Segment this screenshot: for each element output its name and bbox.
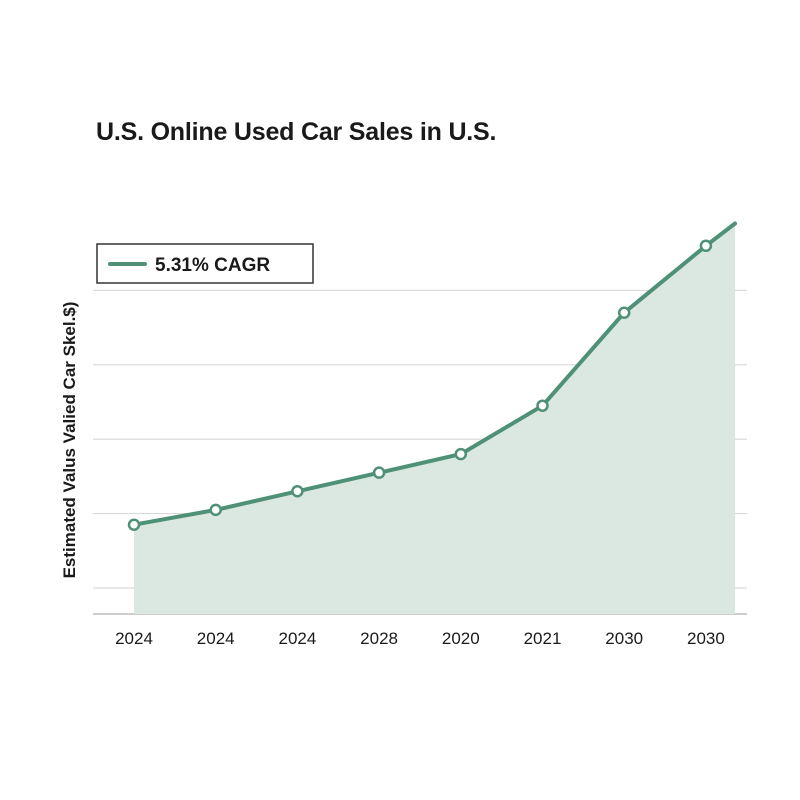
data-point (536, 399, 549, 412)
x-tick-label: 2028 (360, 629, 398, 648)
series-area (134, 223, 735, 614)
chart-title: U.S. Online Used Car Sales in U.S. (96, 118, 497, 146)
data-point (454, 447, 468, 461)
data-point (617, 306, 631, 319)
x-tick-label: 2020 (442, 629, 480, 648)
legend: 5.31% CAGR (96, 243, 314, 284)
data-point (699, 239, 713, 253)
x-tick-label: 2030 (687, 629, 725, 648)
data-point (209, 503, 222, 517)
data-point (291, 485, 304, 498)
data-point (127, 518, 141, 531)
x-tick-label: 2024 (278, 629, 316, 648)
x-tick-label: 2021 (524, 629, 562, 648)
x-tick-label: 2024 (115, 629, 153, 648)
data-point (372, 466, 386, 479)
x-tick-labels: 2024 2024 2024 2028 2020 2021 2030 2030 (115, 629, 725, 648)
x-tick-label: 2024 (197, 629, 235, 648)
x-tick-label: 2030 (605, 629, 643, 648)
legend-label: 5.31% CAGR (155, 255, 270, 276)
legend-box (96, 243, 314, 284)
data-points (127, 239, 713, 531)
